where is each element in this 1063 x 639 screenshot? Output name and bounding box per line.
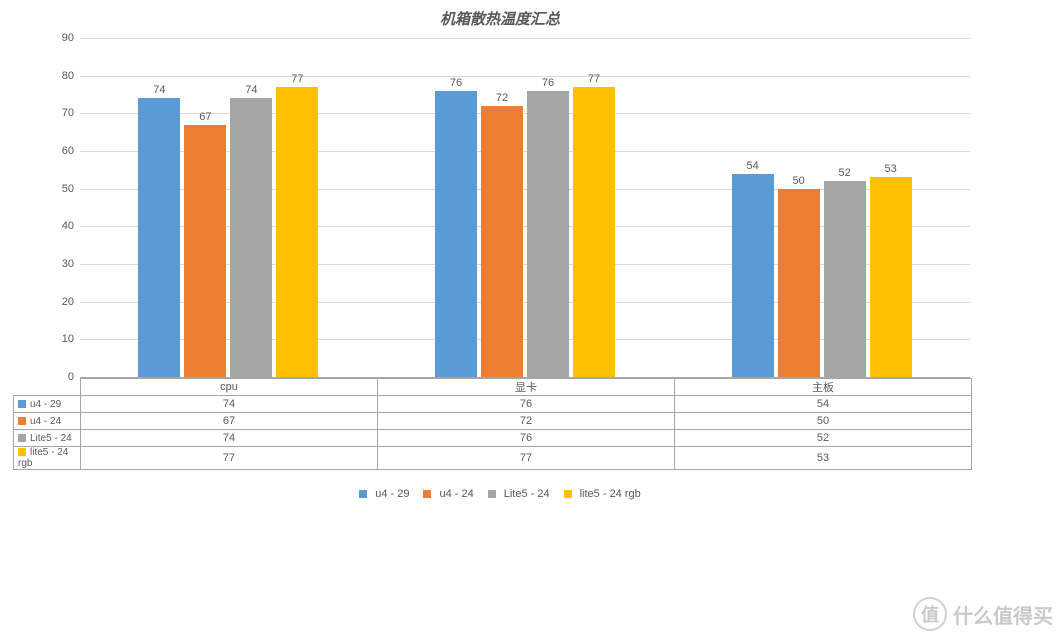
bar: 77 (573, 87, 615, 377)
plot-area: 0102030405060708090746774777672767754505… (80, 38, 970, 378)
legend-label: lite5 - 24 rgb (580, 488, 641, 500)
bar: 74 (230, 98, 272, 377)
y-tick-label: 80 (62, 70, 80, 82)
chart-container: 机箱散热温度汇总 0102030405060708090746774777672… (0, 0, 1000, 520)
bar-value-label: 77 (276, 73, 318, 87)
bar: 54 (732, 174, 774, 377)
bar-group: 76727677 (377, 38, 674, 377)
y-tick-label: 60 (62, 145, 80, 157)
bar-value-label: 74 (138, 84, 180, 98)
bar-value-label: 50 (778, 175, 820, 189)
table-cell: 77 (378, 447, 675, 470)
table-cell: 52 (675, 430, 972, 447)
y-tick-label: 90 (62, 32, 80, 44)
legend-item: u4 - 29 (359, 488, 409, 500)
bar-value-label: 54 (732, 160, 774, 174)
bar: 72 (481, 106, 523, 377)
table-cell: 54 (675, 396, 972, 413)
y-tick-label: 30 (62, 258, 80, 270)
legend-label: Lite5 - 24 (504, 488, 550, 500)
swatch-icon (18, 448, 26, 456)
watermark: 值 什么值得买 (913, 597, 1053, 631)
watermark-text: 什么值得买 (953, 600, 1053, 629)
y-tick-label: 20 (62, 296, 80, 308)
table-cell: 74 (81, 396, 378, 413)
table-cell: 76 (378, 396, 675, 413)
y-tick-label: 40 (62, 220, 80, 232)
table-category-header: cpu (81, 379, 378, 396)
bar-value-label: 76 (435, 77, 477, 91)
table-cell: 67 (81, 413, 378, 430)
swatch-icon (423, 490, 431, 498)
bar: 50 (778, 189, 820, 377)
table-category-header: 显卡 (378, 379, 675, 396)
table-row: u4 - 29747654 (14, 396, 972, 413)
legend-item: Lite5 - 24 (488, 488, 550, 500)
table-series-label: lite5 - 24 rgb (14, 447, 81, 470)
table-row: lite5 - 24 rgb777753 (14, 447, 972, 470)
legend-label: u4 - 29 (375, 488, 409, 500)
bar: 74 (138, 98, 180, 377)
swatch-icon (18, 400, 26, 408)
bar-value-label: 77 (573, 73, 615, 87)
legend: u4 - 29 u4 - 24 Lite5 - 24 lite5 - 24 rgb (0, 488, 1000, 500)
y-tick-label: 50 (62, 183, 80, 195)
bar: 53 (870, 177, 912, 377)
bar: 76 (435, 91, 477, 377)
bar-value-label: 74 (230, 84, 272, 98)
swatch-icon (488, 490, 496, 498)
bar: 52 (824, 181, 866, 377)
table-cell: 50 (675, 413, 972, 430)
table-row: Lite5 - 24747652 (14, 430, 972, 447)
bar-value-label: 76 (527, 77, 569, 91)
legend-item: lite5 - 24 rgb (564, 488, 641, 500)
bar-group: 74677477 (80, 38, 377, 377)
bar: 67 (184, 125, 226, 377)
table-category-header: 主板 (675, 379, 972, 396)
table-series-label: u4 - 24 (14, 413, 81, 430)
swatch-icon (18, 434, 26, 442)
watermark-logo: 值 (913, 597, 947, 631)
table-cell: 76 (378, 430, 675, 447)
y-tick-label: 70 (62, 107, 80, 119)
swatch-icon (18, 417, 26, 425)
table-cell: 53 (675, 447, 972, 470)
y-tick-label: 10 (62, 333, 80, 345)
table-series-label: Lite5 - 24 (14, 430, 81, 447)
table-corner (14, 379, 81, 396)
legend-label: u4 - 24 (439, 488, 473, 500)
swatch-icon (359, 490, 367, 498)
table-cell: 74 (81, 430, 378, 447)
bar-value-label: 52 (824, 167, 866, 181)
table-series-label: u4 - 29 (14, 396, 81, 413)
bar-value-label: 72 (481, 92, 523, 106)
table-row: u4 - 24677250 (14, 413, 972, 430)
bar: 77 (276, 87, 318, 377)
bar-group: 54505253 (673, 38, 970, 377)
swatch-icon (564, 490, 572, 498)
data-table: cpu显卡主板u4 - 29747654u4 - 24677250Lite5 -… (13, 378, 972, 470)
chart-title: 机箱散热温度汇总 (0, 8, 1000, 29)
table-cell: 77 (81, 447, 378, 470)
bar: 76 (527, 91, 569, 377)
table-cell: 72 (378, 413, 675, 430)
legend-item: u4 - 24 (423, 488, 473, 500)
bar-value-label: 53 (870, 163, 912, 177)
bar-value-label: 67 (184, 111, 226, 125)
